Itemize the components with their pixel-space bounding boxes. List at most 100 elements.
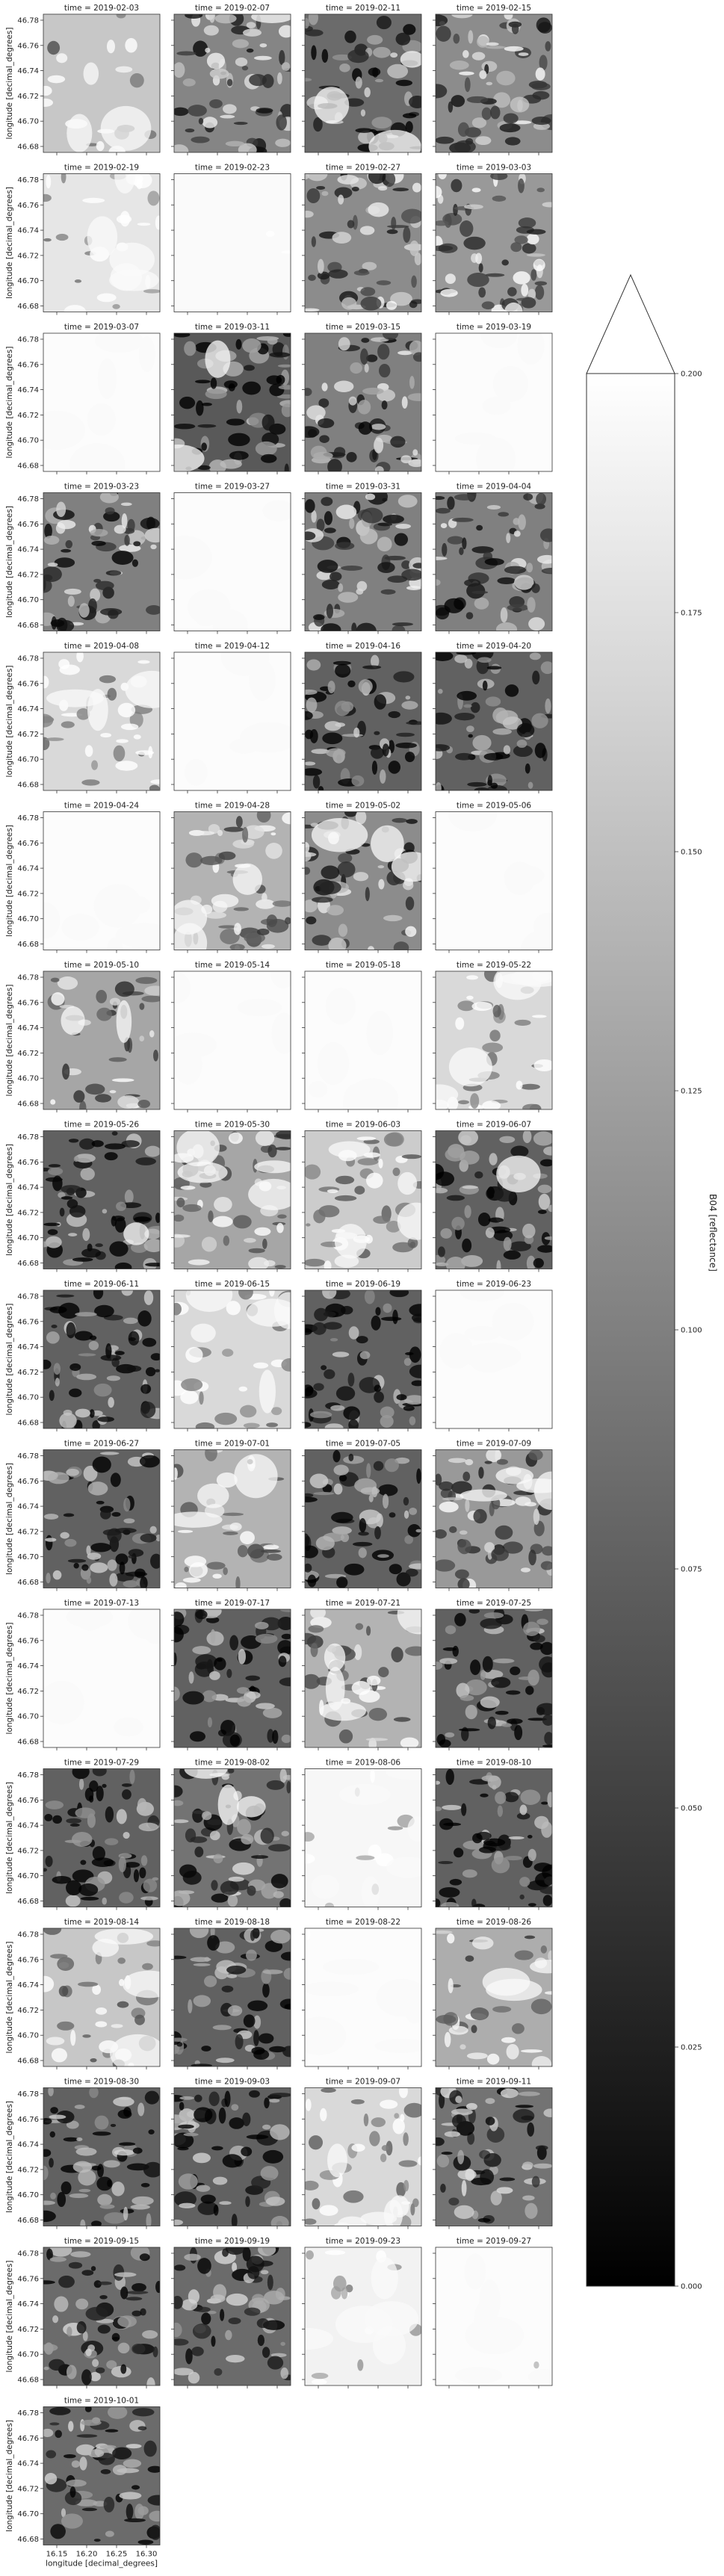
colorbar-gradient	[586, 373, 675, 2287]
panel-frame	[43, 811, 161, 950]
panel-texture	[305, 2250, 421, 2385]
y-tick-label: 46.76	[17, 999, 39, 1007]
panel: time = 2019-03-27	[171, 483, 291, 634]
panel-title: time = 2019-03-31	[326, 483, 400, 492]
panel-texture	[305, 1450, 421, 1588]
panel-frame	[173, 1609, 291, 1748]
panel-title: time = 2019-08-10	[457, 1759, 531, 1768]
panel-texture	[174, 1928, 291, 2066]
panel-texture	[43, 1768, 160, 1907]
panel-frame	[43, 1449, 161, 1588]
panel-frame	[43, 492, 161, 631]
panel-frame	[304, 13, 422, 153]
panel-frame	[435, 13, 553, 153]
y-tick-label: 46.74	[17, 1822, 39, 1830]
y-tick-label: 46.76	[17, 1956, 39, 1964]
y-tick-label: 46.76	[17, 680, 39, 688]
panel-title: time = 2019-05-18	[326, 961, 400, 970]
panel-frame	[435, 1928, 553, 2067]
panel-title: time = 2019-03-19	[457, 323, 531, 332]
y-axis-label: longitude [decimal_degrees]	[5, 506, 14, 618]
panel: time = 2019-09-07	[302, 2078, 422, 2229]
colorbar: 0.200 0.175 0.150 0.125 0.100 0.075 0.050 0.025…	[586, 273, 718, 2291]
panel-frame	[43, 2087, 161, 2226]
panel-texture	[174, 811, 291, 950]
y-tick-label: 46.68	[17, 1898, 39, 1906]
y-tick-label: 46.74	[17, 1343, 39, 1352]
panel-frame	[304, 970, 422, 1110]
panel-frame	[43, 1130, 161, 1269]
y-tick-label: 46.70	[17, 277, 39, 285]
y-tick-label: 46.78	[17, 974, 39, 982]
panel: time = 2019-06-27 46.78 46.76 46.74 46.72 46.…	[5, 1440, 161, 1591]
panel: time = 2019-02-19 46.78 46.76 46.74 46.72 46.…	[5, 164, 161, 315]
panel-frame	[435, 332, 553, 472]
panel-title: time = 2019-04-08	[64, 642, 139, 651]
y-tick-label: 46.78	[17, 495, 39, 504]
y-axis-label: longitude [decimal_degrees]	[5, 1782, 14, 1894]
panel-texture	[305, 1928, 421, 2055]
panel: time = 2019-05-10 46.78 46.76 46.74 46.72 46.…	[5, 961, 161, 1112]
panel-title: time = 2019-04-16	[326, 642, 401, 651]
y-tick-label: 46.70	[17, 1394, 39, 1402]
panel-title: time = 2019-02-19	[64, 164, 139, 173]
panel-title: time = 2019-08-30	[64, 2078, 139, 2087]
panel: time = 2019-02-15	[433, 4, 553, 155]
y-tick-label: 46.74	[17, 865, 39, 873]
panel-frame	[435, 1130, 553, 1269]
panel-title: time = 2019-08-14	[64, 1918, 140, 1927]
panel: time = 2019-02-11	[302, 4, 422, 155]
panel-texture	[174, 1290, 291, 1428]
panel-frame	[43, 651, 161, 791]
y-tick-label: 46.74	[17, 2300, 39, 2309]
panel-texture	[43, 1131, 160, 1269]
y-tick-label: 46.72	[17, 1369, 39, 1377]
panel-texture	[43, 2087, 160, 2226]
panel: time = 2019-07-13 46.78 46.76 46.74 46.72 46.…	[5, 1599, 161, 1750]
panel: time = 2019-09-23	[302, 2237, 422, 2388]
panel-frame	[173, 1130, 291, 1269]
panel-texture	[436, 652, 552, 790]
y-tick-label: 46.72	[17, 252, 39, 260]
y-tick-label: 46.78	[17, 2090, 39, 2099]
panel-frame	[435, 1289, 553, 1429]
y-tick-label: 46.68	[17, 1419, 39, 1428]
y-tick-label: 46.72	[17, 1847, 39, 1855]
panel: time = 2019-04-16	[302, 642, 422, 793]
panel-frame	[435, 1609, 553, 1748]
panel-title: time = 2019-02-03	[64, 4, 139, 13]
panel-texture	[43, 2406, 160, 2545]
y-tick-label: 46.70	[17, 1234, 39, 1242]
panel-title: time = 2019-09-27	[457, 2237, 531, 2246]
panel-frame	[435, 811, 553, 950]
y-tick-label: 46.68	[17, 1260, 39, 1268]
panel-frame	[43, 1289, 161, 1429]
panel-frame	[173, 13, 291, 153]
panel-texture	[43, 1452, 160, 1588]
panel-frame	[43, 2406, 161, 2545]
panel-title: time = 2019-06-19	[326, 1280, 400, 1289]
panel-texture	[43, 652, 160, 790]
panel-title: time = 2019-05-10	[64, 961, 139, 970]
panel: time = 2019-04-24 46.78 46.76 46.74 46.72 46.…	[5, 802, 161, 953]
panel-frame	[435, 2087, 553, 2226]
panel-texture	[305, 333, 421, 471]
panel-frame	[304, 2087, 422, 2226]
colorbar-tick-label: 0.125	[681, 1088, 702, 1096]
y-tick-label: 46.72	[17, 1688, 39, 1696]
panel-grid: time = 2019-02-03 46.78 46.76 46.74 46.72 46.…	[5, 4, 553, 2569]
y-tick-label: 46.74	[17, 2460, 39, 2468]
panel-frame	[173, 1449, 291, 1588]
y-axis-label: longitude [decimal_degrees]	[5, 187, 14, 299]
panel-texture	[305, 173, 421, 312]
panel-frame	[173, 1928, 291, 2067]
panel-title: time = 2019-09-03	[195, 2078, 270, 2087]
panel: time = 2019-08-26	[433, 1918, 553, 2069]
panel: time = 2019-04-28	[171, 802, 291, 953]
panel-title: time = 2019-04-04	[457, 483, 532, 492]
panel-texture	[184, 652, 291, 786]
panel-title: time = 2019-07-25	[457, 1599, 531, 1608]
y-axis-label: longitude [decimal_degrees]	[5, 1942, 14, 2054]
panel-texture	[174, 2090, 291, 2226]
